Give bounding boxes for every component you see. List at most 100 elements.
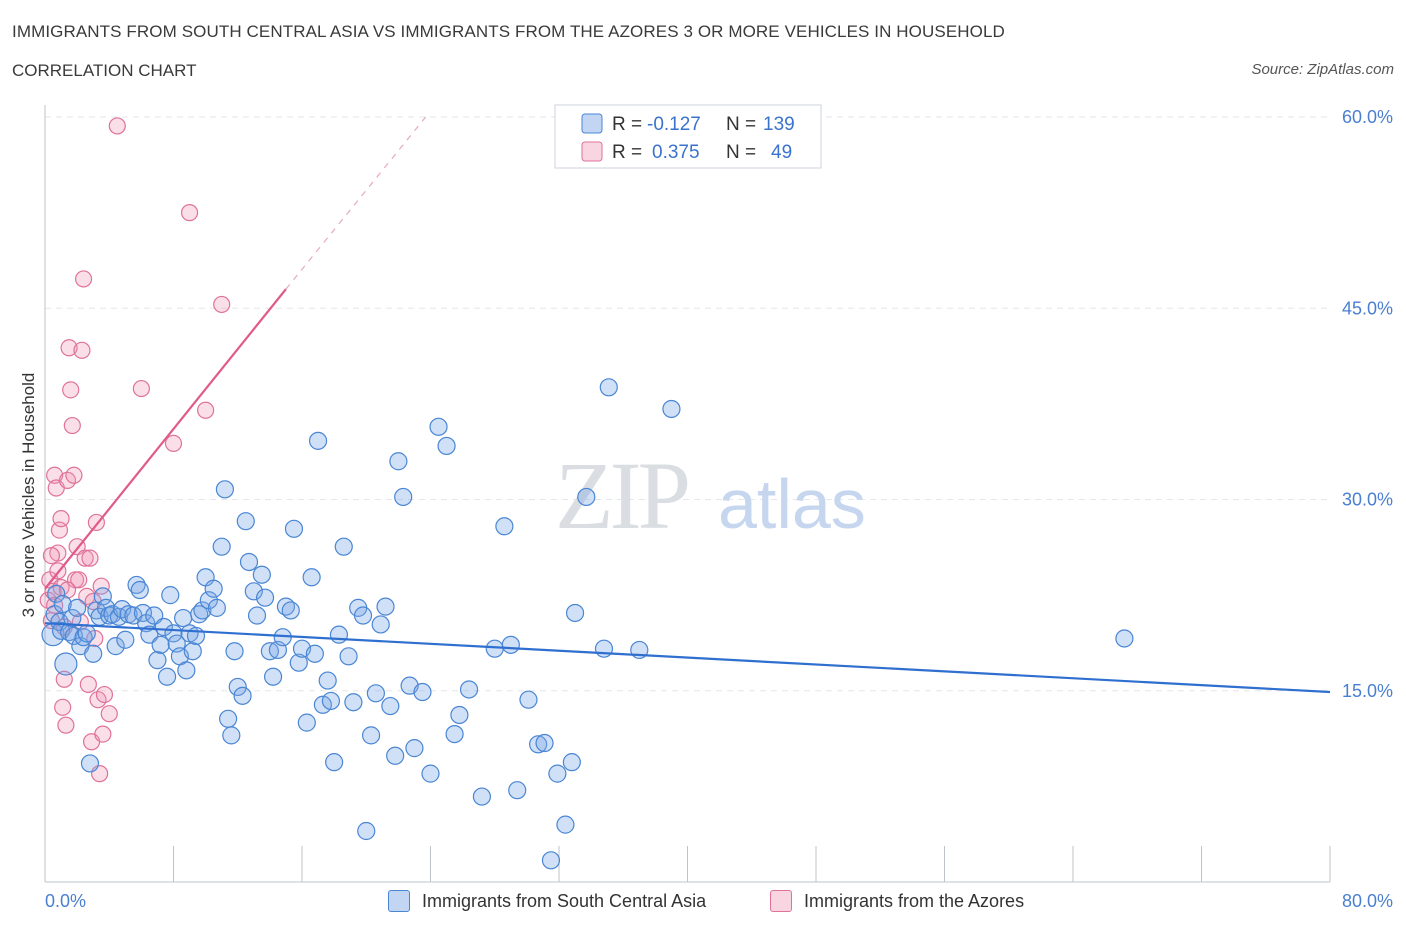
y-axis-label: 3 or more Vehicles in Household <box>19 373 38 618</box>
pink-data-point <box>180 204 199 222</box>
stats-blue-r-value: -0.127 <box>647 114 701 135</box>
blue-data-point <box>394 487 413 507</box>
blue-data-point <box>297 713 316 732</box>
legend-pink: Immigrants from the Azores <box>770 890 1024 912</box>
stats-pink-n-label: N = <box>726 142 756 163</box>
legend-blue: Immigrants from South Central Asia <box>388 890 706 912</box>
pink-data-point <box>44 582 62 600</box>
blue-data-point <box>148 651 167 670</box>
blue-data-point <box>519 690 538 709</box>
stats-box: R = -0.127 N = 139 R = 0.375 N = 49 <box>554 104 822 169</box>
pink-data-point <box>213 295 231 314</box>
blue-data-point <box>508 781 527 800</box>
pink-trend-extension <box>285 116 427 290</box>
pink-data-point <box>58 581 77 599</box>
blue-data-point <box>308 431 328 450</box>
blue-data-point <box>127 575 146 595</box>
pink-data-point <box>94 725 112 743</box>
blue-data-point <box>577 487 596 507</box>
blue-data-point <box>325 753 344 772</box>
blue-data-point <box>225 642 244 661</box>
pink-data-point <box>46 466 64 484</box>
blue-data-point <box>284 519 304 538</box>
blue-data-point <box>289 653 308 672</box>
pink-points <box>39 117 231 783</box>
blue-data-point <box>233 686 252 705</box>
x-tick-label: 80.0% <box>1342 891 1393 911</box>
pink-data-point <box>79 675 97 693</box>
blue-data-point <box>562 753 581 772</box>
blue-data-point <box>353 606 373 625</box>
pink-trend-line <box>44 288 287 590</box>
blue-data-point <box>281 601 300 620</box>
axes <box>44 105 1331 883</box>
blue-data-point <box>63 608 82 628</box>
stats-blue-n-value: 139 <box>763 114 795 135</box>
pink-data-point <box>70 571 88 589</box>
source-credit: Source: ZipAtlas.com <box>1251 61 1394 78</box>
blue-data-point <box>535 733 554 753</box>
blue-data-point <box>371 615 390 634</box>
blue-data-point <box>501 635 520 654</box>
trend-lines <box>44 116 1331 694</box>
blue-data-point <box>215 480 234 499</box>
blue-data-point <box>236 512 255 531</box>
blue-data-point <box>1115 629 1134 648</box>
blue-data-point <box>450 705 469 725</box>
pink-data-point <box>74 270 93 288</box>
pink-data-point <box>197 401 215 419</box>
pink-data-point <box>65 466 83 484</box>
blue-data-point <box>116 630 135 649</box>
blue-data-point <box>106 637 125 656</box>
watermark: ZIP atlas <box>555 442 866 549</box>
stats-blue-swatch <box>581 113 603 134</box>
blue-data-point <box>318 671 337 690</box>
blue-data-point <box>321 691 341 711</box>
pink-data-point <box>100 705 118 723</box>
stats-blue-n-label: N = <box>726 114 756 135</box>
blue-points <box>41 378 1134 870</box>
blue-data-point <box>366 684 385 703</box>
blue-data-point <box>344 693 363 712</box>
blue-data-point <box>594 639 614 658</box>
blue-data-point <box>80 754 100 773</box>
blue-data-point <box>459 680 479 699</box>
legend-pink-label: Immigrants from the Azores <box>804 890 1025 911</box>
legend-pink-swatch <box>770 890 792 912</box>
pink-data-point <box>73 341 91 359</box>
blue-data-point <box>381 696 400 716</box>
blue-data-point <box>53 594 72 614</box>
blue-data-point <box>389 452 408 471</box>
y-tick-label: 60.0% <box>1342 107 1393 127</box>
blue-data-point <box>93 587 112 606</box>
pink-data-point <box>108 117 126 135</box>
blue-data-point <box>183 642 202 661</box>
blue-data-point <box>429 417 448 436</box>
pink-data-point <box>76 549 94 567</box>
blue-data-point <box>599 378 618 397</box>
blue-data-point <box>255 588 275 607</box>
blue-data-point <box>193 601 212 620</box>
stats-pink-r-label: R = <box>612 142 642 163</box>
blue-data-point <box>177 661 196 680</box>
blue-data-point <box>228 677 247 697</box>
y-tick-label: 15.0% <box>1342 681 1393 701</box>
blue-data-point <box>339 647 358 666</box>
watermark-atlas: atlas <box>718 465 866 543</box>
blue-data-point <box>54 652 78 676</box>
blue-data-point <box>151 635 170 654</box>
x-tick-label: 0.0% <box>45 891 86 911</box>
blue-data-point <box>541 851 561 870</box>
blue-data-point <box>405 739 424 758</box>
blue-data-point <box>334 537 353 556</box>
pink-data-point <box>81 549 99 567</box>
chart-subtitle: CORRELATION CHART <box>12 61 197 80</box>
blue-data-point <box>140 625 159 644</box>
chart-title: IMMIGRANTS FROM SOUTH CENTRAL ASIA VS IM… <box>12 22 1005 41</box>
blue-data-point <box>305 644 324 663</box>
blue-data-point <box>495 517 514 536</box>
gridlines <box>45 116 1330 692</box>
pink-data-point <box>95 685 114 704</box>
blue-data-point <box>565 603 585 623</box>
blue-data-point <box>68 598 87 617</box>
